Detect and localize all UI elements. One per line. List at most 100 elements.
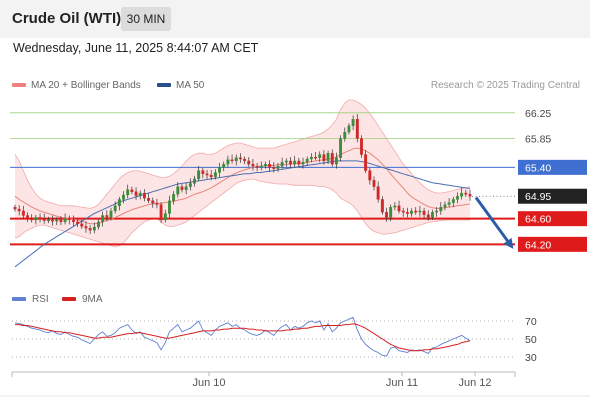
time-axis-label: Jun 10 (192, 377, 225, 389)
candle-body (197, 170, 201, 180)
price-level-tag-65-40 (518, 159, 587, 175)
candle (34, 214, 38, 225)
candle-body (259, 165, 263, 168)
candle (405, 207, 409, 218)
candle-body (268, 164, 272, 168)
candle (105, 210, 109, 222)
candle (147, 193, 151, 204)
candle-body (59, 219, 63, 223)
candle-body (101, 215, 105, 223)
candle-body (176, 186, 180, 195)
rsi-ma-swatch (62, 297, 76, 301)
candle (63, 213, 67, 225)
candle-body (230, 159, 234, 162)
candle-body (468, 194, 472, 197)
candle (113, 201, 117, 214)
candle (71, 215, 75, 226)
candle (155, 198, 159, 209)
candle (67, 215, 71, 225)
candle (159, 202, 163, 224)
candle (234, 154, 238, 166)
candle-body (330, 153, 334, 165)
candle (243, 156, 247, 165)
rsi-swatch (12, 297, 26, 301)
candle (30, 214, 34, 223)
candle (284, 158, 288, 167)
time-axis-label: Jun 11 (386, 377, 418, 389)
candle (301, 157, 305, 169)
candle-body (314, 156, 318, 159)
candle-body (34, 217, 38, 221)
candle-body (184, 186, 188, 190)
candle-body (51, 219, 55, 222)
candle-body (376, 186, 380, 200)
candle (76, 219, 80, 228)
header-bar (0, 0, 590, 38)
candle (38, 213, 42, 223)
candle (401, 207, 405, 217)
price-level-label-65-40: 65.40 (525, 162, 551, 174)
candle-body (264, 164, 267, 167)
candle (197, 166, 201, 182)
candle (84, 221, 88, 233)
candle (368, 168, 372, 185)
candle-body (451, 199, 455, 203)
candle (464, 189, 468, 197)
candle-body (418, 210, 422, 213)
candle-body (380, 199, 384, 213)
candle-body (163, 213, 167, 221)
candle-body (42, 218, 46, 221)
legend-ma50-label: MA 50 (176, 80, 205, 91)
price-level-label-64-20: 64.20 (525, 239, 551, 251)
candle (410, 208, 414, 217)
candle (176, 182, 180, 198)
candle-body (63, 218, 67, 223)
candle-body (247, 160, 251, 165)
candle-body (142, 192, 146, 199)
candle (80, 219, 84, 229)
candle (451, 196, 455, 208)
candle-body (293, 160, 297, 165)
candle-body (205, 173, 209, 176)
timeframe-button[interactable]: 30 MIN (121, 7, 171, 31)
candle (213, 169, 217, 180)
candle (167, 195, 171, 219)
candle (380, 196, 384, 215)
candle-body (410, 210, 414, 214)
candle-body (130, 189, 134, 192)
price-level-tag-64-60 (518, 211, 587, 227)
candle-body (209, 174, 213, 178)
candle-body (55, 219, 59, 222)
ma20-line (14, 147, 471, 225)
candle-body (318, 154, 322, 158)
candle (389, 204, 393, 222)
candle-body (334, 157, 338, 165)
candle (272, 162, 276, 173)
candle-body (280, 162, 284, 167)
candle-body (97, 221, 100, 228)
rsi-tick-30: 30 (525, 352, 537, 364)
candle-body (138, 192, 142, 196)
candle-body (147, 198, 151, 201)
candle-body (272, 167, 276, 169)
candle (163, 209, 167, 223)
candle-body (30, 218, 34, 221)
candle-body (193, 178, 196, 184)
candle-body (301, 162, 305, 165)
candle (414, 207, 418, 215)
candle-body (109, 210, 113, 218)
candle-body (201, 170, 205, 174)
ma20-swatch (12, 83, 26, 88)
candle-body (46, 219, 50, 222)
candle-body (309, 156, 313, 160)
candle-body (26, 215, 29, 219)
candle-body (401, 210, 405, 213)
candle-body (422, 210, 426, 215)
candle (209, 169, 213, 181)
candle-body (276, 165, 280, 169)
candle-body (188, 183, 192, 187)
candle (184, 182, 188, 195)
candle-body (243, 158, 247, 162)
candle (351, 115, 355, 131)
candle-body (447, 202, 451, 205)
